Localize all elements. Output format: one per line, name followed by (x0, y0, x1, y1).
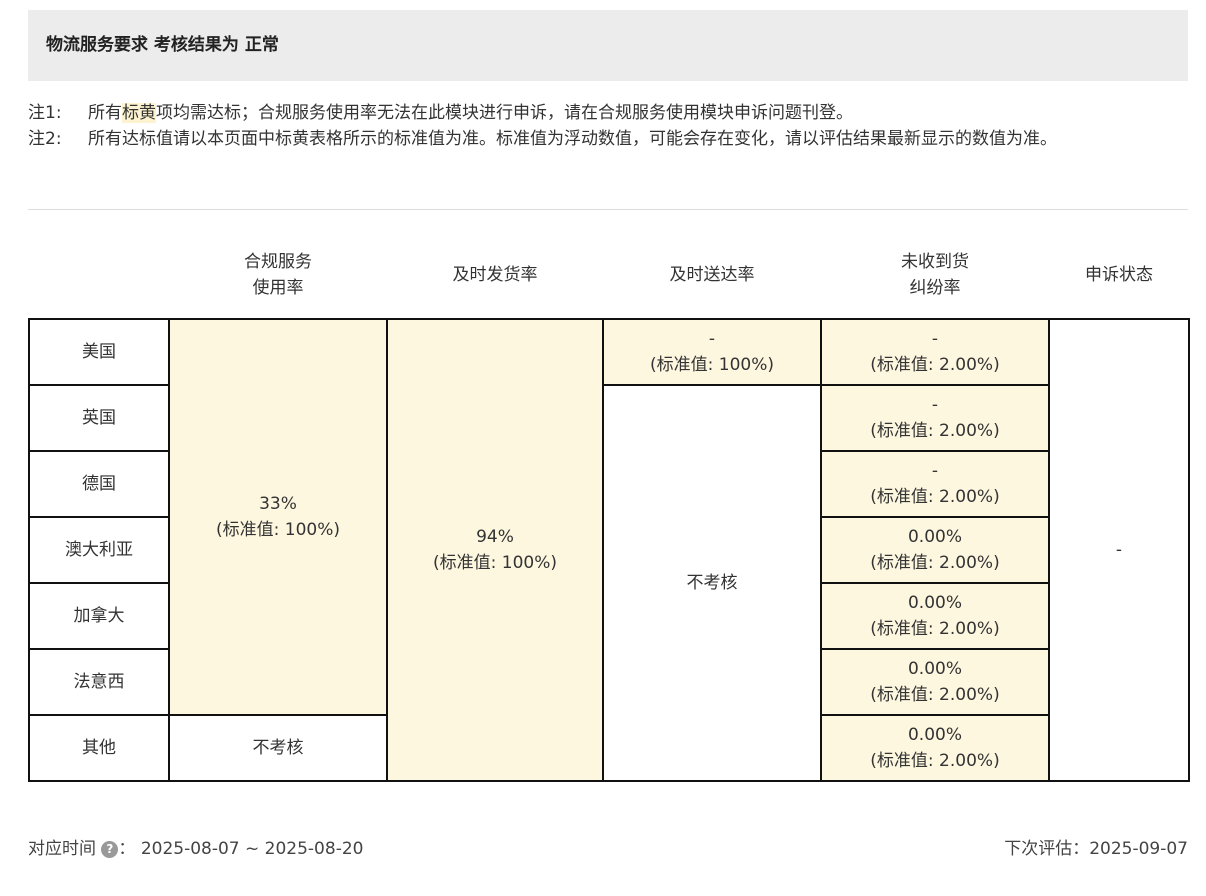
dispute-cell: - (标准值: 2.00%) (820, 450, 1050, 518)
table-row: 德国 - (标准值: 2.00%) (28, 450, 1189, 518)
value: 33% (259, 494, 297, 514)
value: - (931, 461, 939, 481)
notes: 注1: 所有标黄项均需达标；合规服务使用率无法在此模块进行申诉，请在合规服务使用模… (28, 100, 1193, 152)
dispute-cell: 0.00% (标准值: 2.00%) (820, 714, 1050, 782)
col-header-label: 合规服务 使用率 (244, 252, 312, 298)
value: - (708, 329, 716, 349)
region-cell: 德国 (28, 450, 170, 518)
note-label: 注1: (28, 103, 62, 123)
section-title: 物流服务要求 考核结果为 正常 (46, 35, 279, 55)
col-header-label: 未收到货 纠纷率 (901, 252, 969, 298)
standard: (标准值: 2.00%) (870, 619, 1000, 639)
table-row: 加拿大 0.00% (标准值: 2.00%) (28, 582, 1189, 650)
header-empty (29, 232, 169, 319)
note-2: 注2: 所有达标值请以本页面中标黄表格所示的标准值为准。标准值为浮动数值，可能会存… (28, 126, 1193, 152)
note-text: 项均需达标；合规服务使用率无法在此模块进行申诉，请在合规服务使用模块申诉问题刊登… (156, 103, 853, 123)
col-header: 及时发货率 (387, 232, 603, 319)
period-value: 2025-08-07 ~ 2025-08-20 (140, 839, 364, 859)
table-row: 美国 33% (标准值: 100%) 94% (标准值: 100%) - (标准值: … (28, 318, 1190, 782)
ontime-delivery-cell: 不考核 (602, 384, 822, 782)
value: 0.00% (907, 593, 962, 613)
colon: ： (118, 839, 136, 859)
col-header-label: 及时送达率 (669, 265, 755, 285)
col-header: 申诉状态 (1049, 232, 1189, 319)
value: 0.00% (907, 659, 962, 679)
standard: (标准值: 100%) (216, 520, 340, 540)
col-header: 及时送达率 (603, 232, 821, 319)
value: - (931, 395, 939, 415)
divider (28, 209, 1188, 210)
dispute-cell: - (标准值: 2.00%) (820, 318, 1050, 386)
standard: (标准值: 2.00%) (870, 553, 1000, 573)
period-info: 对应时间 ?： 2025-08-07 ~ 2025-08-20 (28, 834, 363, 859)
standard: (标准值: 2.00%) (870, 421, 1000, 441)
note-text: 所有 (88, 103, 122, 123)
region-cell: 澳大利亚 (28, 516, 170, 584)
dispute-cell: 0.00% (标准值: 2.00%) (820, 516, 1050, 584)
table-row: 其他 不考核 0.00% (标准值: 2.00%) (28, 714, 1189, 782)
value: 0.00% (907, 527, 962, 547)
dispute-cell: 0.00% (标准值: 2.00%) (820, 648, 1050, 716)
value: 0.00% (907, 725, 962, 745)
region-cell: 其他 (28, 714, 170, 782)
table-row: 英国 不考核 - (标准值: 2.00%) (28, 384, 1189, 782)
standard: (标准值: 2.00%) (870, 751, 1000, 771)
col-header-label: 申诉状态 (1085, 265, 1153, 285)
region-cell: 加拿大 (28, 582, 170, 650)
ontime-ship-cell: 94% (标准值: 100%) (386, 318, 604, 782)
region-cell: 美国 (28, 318, 170, 386)
value: 94% (476, 527, 514, 547)
standard: (标准值: 2.00%) (870, 355, 1000, 375)
region-cell: 英国 (28, 384, 170, 452)
col-header-label: 及时发货率 (452, 265, 538, 285)
section-header: 物流服务要求 考核结果为 正常 (28, 10, 1188, 81)
col-header: 合规服务 使用率 (169, 232, 387, 319)
col-header: 未收到货 纠纷率 (821, 232, 1049, 319)
dispute-cell: - (标准值: 2.00%) (820, 384, 1050, 452)
compliance-cell: 33% (标准值: 100%) (168, 318, 388, 716)
standard: (标准值: 2.00%) (870, 685, 1000, 705)
standard: (标准值: 100%) (650, 355, 774, 375)
metrics-table: 合规服务 使用率 及时发货率 及时送达率 未收到货 纠纷率 申诉状态 美国 33… (28, 232, 1190, 782)
note-label: 注2: (28, 129, 62, 149)
value: - (931, 329, 939, 349)
appeal-status-cell: - (1048, 318, 1190, 782)
table-header-row: 合规服务 使用率 及时发货率 及时送达率 未收到货 纠纷率 申诉状态 (29, 232, 1189, 319)
compliance-cell: 不考核 (168, 714, 388, 782)
table-row: 法意西 0.00% (标准值: 2.00%) (28, 648, 1189, 716)
region-cell: 法意西 (28, 648, 170, 716)
next-date: 2025-09-07 (1089, 839, 1188, 859)
standard: (标准值: 2.00%) (870, 487, 1000, 507)
ontime-delivery-cell: - (标准值: 100%) (602, 318, 822, 386)
period-label: 对应时间 (28, 839, 96, 859)
note-highlight: 标黄 (122, 103, 156, 123)
next-evaluation: 下次评估：2025-09-07 (1004, 834, 1188, 859)
note-text: 所有达标值请以本页面中标黄表格所示的标准值为准。标准值为浮动数值，可能会存在变化… (88, 129, 1057, 149)
standard: (标准值: 100%) (433, 553, 557, 573)
dispute-cell: 0.00% (标准值: 2.00%) (820, 582, 1050, 650)
note-1: 注1: 所有标黄项均需达标；合规服务使用率无法在此模块进行申诉，请在合规服务使用模… (28, 100, 1193, 126)
table-row: 澳大利亚 0.00% (标准值: 2.00%) (28, 516, 1189, 584)
question-circle-icon[interactable]: ? (101, 841, 119, 858)
next-label: 下次评估： (1004, 839, 1090, 859)
